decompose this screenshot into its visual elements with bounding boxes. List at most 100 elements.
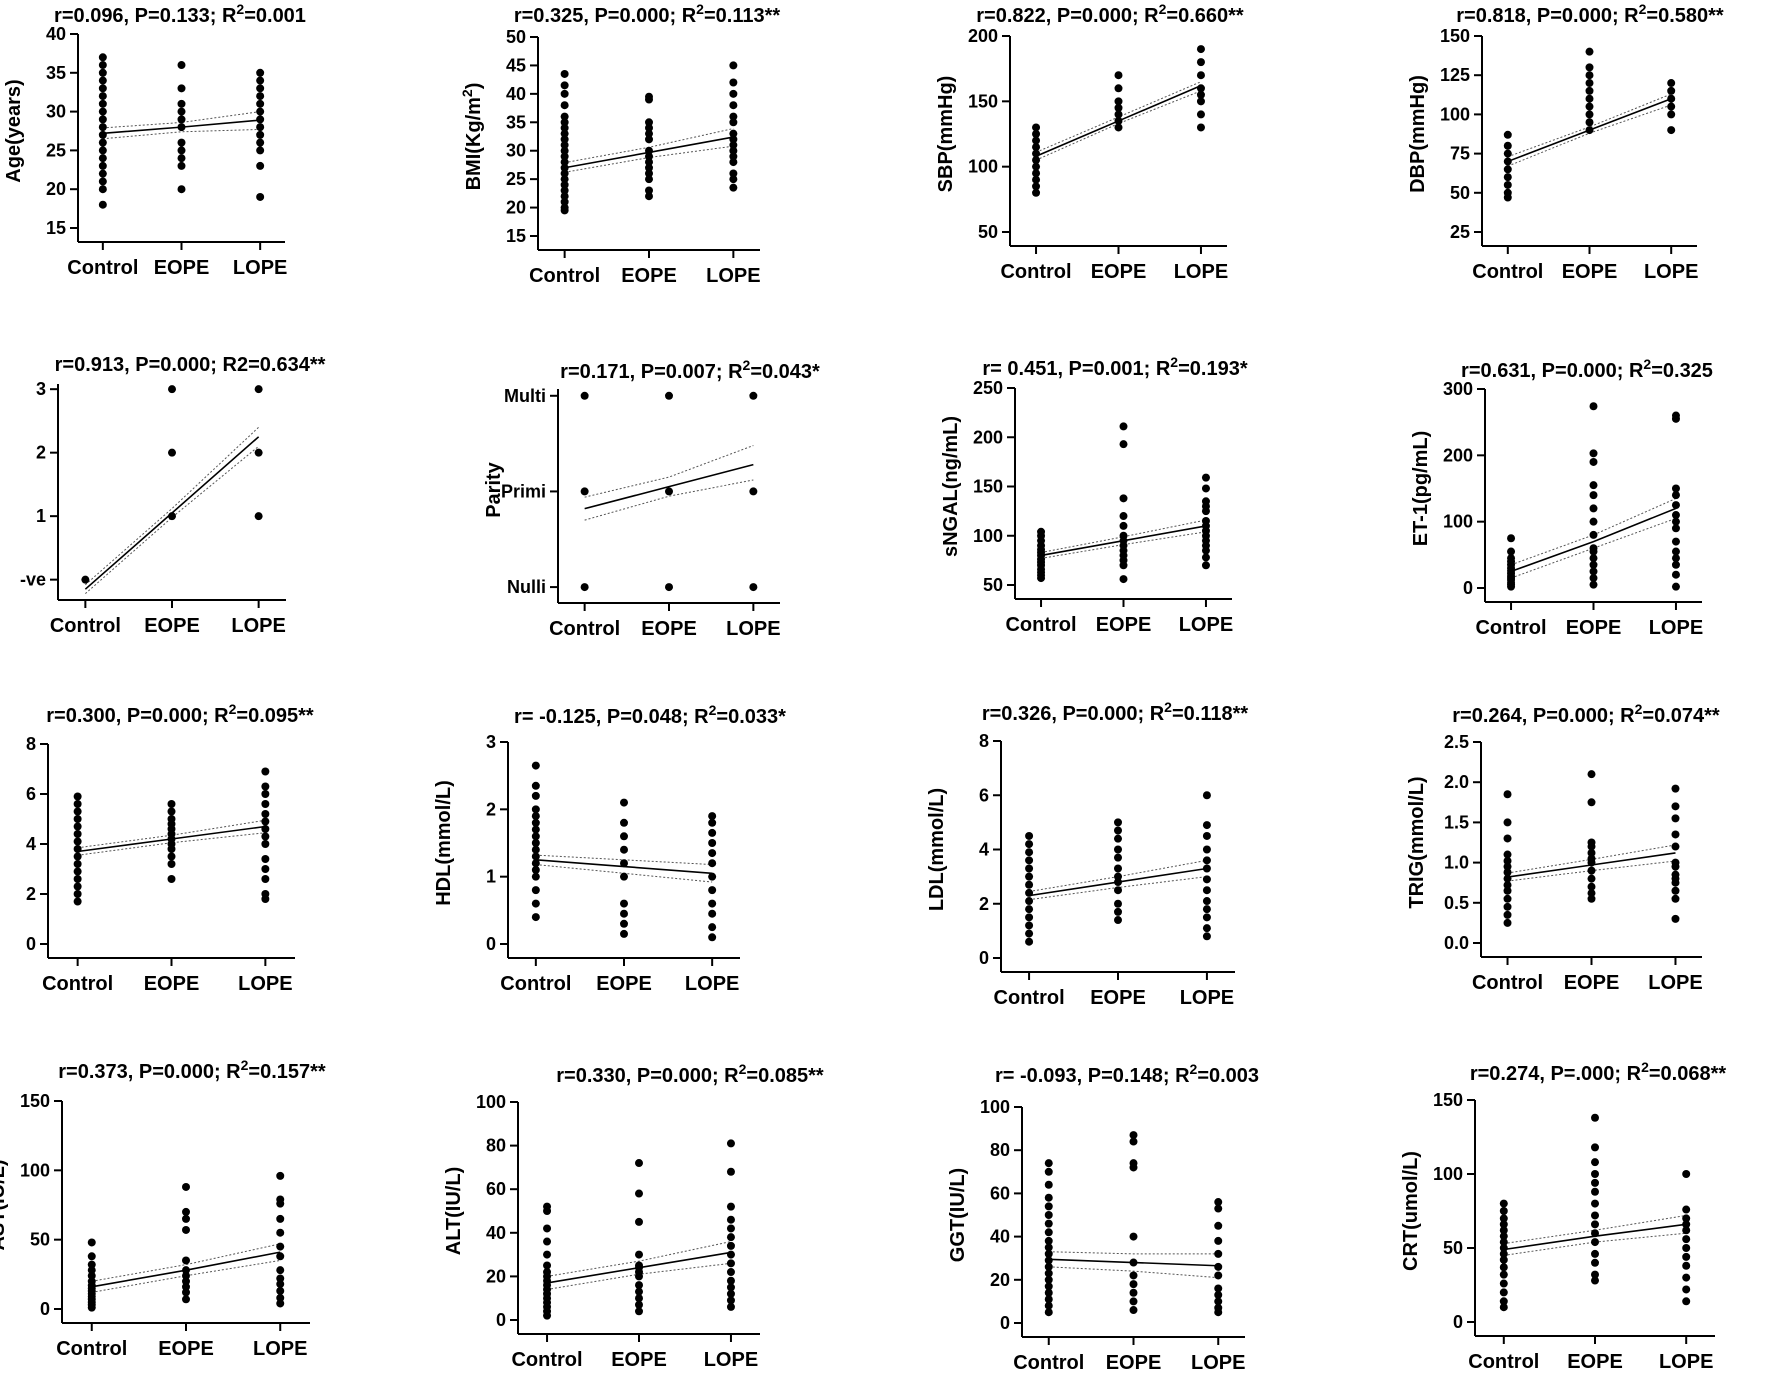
y-tick-label: 0.0 [1444,933,1469,953]
data-point [1032,156,1041,165]
data-point [1682,1226,1691,1235]
data-point [1503,188,1512,197]
y-tick-label: 200 [968,26,998,46]
data-point [726,1215,735,1224]
data-point [1196,110,1205,119]
data-point [560,152,569,161]
data-point [635,1250,643,1259]
data-point [98,185,107,194]
y-tick-label: 80 [486,1136,506,1156]
data-point [1507,547,1516,556]
data-point [276,1266,285,1275]
data-point [543,1250,552,1259]
y-tick-label: 8 [979,731,989,751]
y-axis-title: GGT(IU/L) [947,1168,969,1262]
data-point [1499,1220,1508,1229]
data-point [1129,1232,1138,1241]
data-point [1025,905,1034,914]
data-point [1119,531,1128,540]
data-point [1671,511,1680,520]
data-point [1671,784,1680,793]
ci-upper-line [1507,93,1672,158]
data-point [1032,123,1041,132]
data-point [1201,516,1210,525]
data-point [1044,1236,1053,1245]
data-point [729,112,738,121]
data-point [167,815,176,823]
panel-title: r=0.631, P=0.000; R2=0.325 [1461,356,1713,382]
data-point [531,859,540,868]
y-tick-label: 1.0 [1444,853,1469,873]
data-point [645,123,653,132]
data-point [560,186,569,195]
data-point [726,1296,735,1305]
y-tick-label: 40 [486,1223,506,1243]
panel-age: r=0.096, P=0.133; R2=0.001 15 20 25 30 35 40 Ag… [3,1,306,279]
data-point [177,84,186,93]
data-point [560,180,569,189]
data-point [708,886,717,895]
data-point [1196,58,1205,67]
data-point [1129,1131,1138,1140]
y-tick-label: 3 [486,732,496,752]
data-point [1682,1244,1691,1252]
data-point [708,812,717,821]
data-point [1587,874,1596,883]
data-point [98,169,107,178]
data-point [261,832,270,841]
x-category-label: EOPE [158,1338,214,1360]
data-point [531,865,540,874]
data-point [543,1268,552,1277]
data-point [87,1277,96,1286]
data-point [1032,149,1041,158]
data-point [1129,1258,1138,1267]
data-point [256,99,265,108]
data-point [729,183,738,192]
data-point [1114,826,1122,835]
data-point [620,919,628,928]
data-point [726,1268,735,1277]
data-point [276,1171,285,1180]
data-point [276,1252,285,1261]
panel-bmi: r=0.325, P=0.000; R2=0.113** 15 20 25 30 35 40… [459,1,780,287]
data-point [1196,84,1205,93]
y-tick-label: 0 [26,934,36,954]
data-point [1044,1219,1053,1228]
data-point [1671,524,1680,533]
y-axis-title: sNGAL(ng/mL) [940,416,962,557]
data-point [261,817,270,826]
y-tick-label: 0 [1000,1313,1010,1333]
data-point [531,886,540,895]
data-point [98,68,107,77]
data-point [1044,1193,1053,1202]
data-point [1025,929,1034,938]
y-axis-title: Parity [483,461,505,517]
data-point [1214,1303,1223,1312]
data-point [1119,521,1128,530]
data-point [531,839,540,847]
y-tick-label: 250 [973,378,1003,398]
data-point [1044,1211,1053,1219]
data-point [182,1256,190,1265]
data-point [182,1182,190,1191]
data-point [256,161,265,170]
x-category-label: LOPE [1659,1351,1713,1373]
data-point [276,1228,285,1237]
data-point [1044,1275,1053,1284]
data-point [177,107,186,116]
x-category-label: EOPE [641,618,697,640]
data-point [1499,1249,1508,1258]
data-point [635,1189,643,1198]
data-point [708,859,717,868]
data-point [1032,169,1041,178]
data-point [1499,1232,1508,1241]
data-point [1591,1229,1599,1238]
data-point [1214,1284,1223,1293]
data-point [1202,897,1211,906]
data-point [1587,889,1596,898]
data-point [708,828,717,837]
data-point [726,1139,735,1148]
x-category-label: LOPE [1180,987,1234,1009]
data-point [98,84,107,93]
data-point [1589,530,1598,539]
